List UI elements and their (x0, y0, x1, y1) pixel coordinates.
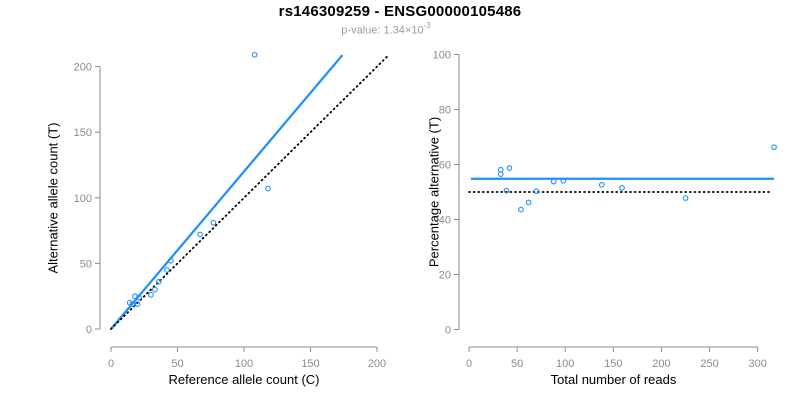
chart-subtitle: p-value: 1.34×10-3 (0, 21, 772, 37)
x-tick-label: 200 (652, 358, 670, 370)
data-point (771, 144, 777, 151)
data-point (197, 231, 203, 238)
data-point (152, 286, 158, 293)
data-point (506, 165, 513, 171)
y-tick-label: 200 (74, 62, 92, 74)
data-point (156, 278, 162, 285)
data-point (168, 257, 174, 264)
pvalue-text: p-value: 1.34×10 (341, 24, 424, 37)
data-point (682, 195, 689, 201)
y-tick-label: 60 (439, 160, 451, 172)
x-tick-label: 150 (604, 358, 622, 370)
x-tick-label: 0 (108, 358, 114, 370)
data-point (503, 187, 510, 194)
y-tick-label: 20 (439, 270, 451, 282)
data-point (550, 178, 557, 185)
left-xaxis-title: Reference allele count (C) (168, 372, 320, 387)
x-tick-label: 0 (466, 358, 472, 370)
y-tick-label: 50 (80, 258, 92, 270)
pvalue-exponent: -3 (423, 21, 431, 30)
data-point (560, 177, 567, 184)
x-tick-label: 100 (556, 358, 574, 370)
chart-title: rs146309259 - ENSG00000105486 (278, 3, 522, 20)
y-tick-label: 0 (86, 324, 92, 336)
data-point (265, 185, 271, 192)
right-plot: 0 20 40 60 80 100 0 50 100 150 200 250 300 (433, 50, 777, 370)
data-point (619, 185, 625, 191)
x-tick-label: 300 (749, 358, 767, 370)
x-tick-label: 150 (301, 358, 319, 370)
y-tick-label: 80 (439, 105, 451, 117)
data-point (533, 188, 540, 195)
y-tick-label: 100 (74, 193, 92, 205)
left-plot: 0 50 100 150 200 0 50 100 150 200 (74, 51, 390, 370)
right-xaxis-title: Total number of reads (550, 372, 677, 387)
x-tick-label: 100 (235, 358, 253, 370)
data-point (148, 292, 154, 298)
x-tick-label: 200 (368, 358, 386, 370)
data-point (126, 299, 133, 306)
right-yaxis-title: Percentage alternative (T) (426, 116, 442, 268)
data-point (251, 51, 258, 58)
y-tick-label: 150 (74, 127, 92, 139)
data-point (497, 171, 504, 177)
y-tick-label: 100 (433, 50, 451, 62)
data-point (164, 267, 170, 273)
left-yaxis-title: Alternative allele count (T) (45, 122, 61, 274)
data-point (518, 206, 524, 213)
data-point (598, 182, 605, 188)
data-point (525, 199, 532, 206)
y-tick-label: 40 (439, 215, 451, 227)
x-tick-label: 250 (700, 358, 718, 370)
x-tick-label: 50 (171, 358, 183, 370)
x-tick-label: 50 (511, 358, 523, 370)
data-point (210, 219, 217, 226)
data-point (134, 301, 141, 307)
regression-line (110, 54, 344, 330)
data-point (132, 293, 138, 300)
y-tick-label: 0 (445, 325, 451, 337)
